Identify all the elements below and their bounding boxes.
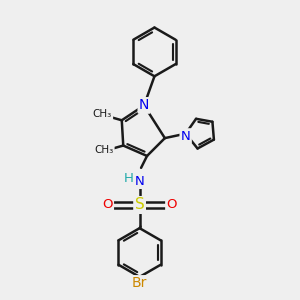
Text: N: N <box>139 98 149 112</box>
Text: O: O <box>102 199 113 212</box>
Text: O: O <box>167 199 177 212</box>
Text: S: S <box>135 197 145 212</box>
Text: N: N <box>135 175 145 188</box>
Text: Br: Br <box>132 277 147 290</box>
Text: N: N <box>181 130 190 142</box>
Text: H: H <box>123 172 133 185</box>
Text: CH₃: CH₃ <box>93 109 112 119</box>
Text: CH₃: CH₃ <box>94 145 114 155</box>
